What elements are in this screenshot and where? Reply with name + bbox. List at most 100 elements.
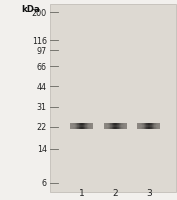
Text: 6: 6 xyxy=(42,179,47,187)
Bar xyxy=(122,124,123,129)
Bar xyxy=(73,124,74,129)
Bar xyxy=(146,124,147,129)
Bar xyxy=(70,124,71,129)
Bar xyxy=(149,124,150,129)
Bar xyxy=(72,124,73,129)
Bar xyxy=(120,124,121,129)
Bar xyxy=(159,124,160,129)
Bar xyxy=(111,124,112,129)
Bar xyxy=(116,124,117,129)
Bar xyxy=(110,124,111,129)
Bar xyxy=(123,124,124,129)
Bar xyxy=(157,124,158,129)
Text: 1: 1 xyxy=(79,188,84,197)
Text: 14: 14 xyxy=(37,145,47,153)
Bar xyxy=(113,124,114,129)
Bar xyxy=(92,124,93,129)
Bar xyxy=(140,124,141,129)
Bar xyxy=(147,124,148,129)
Bar xyxy=(121,124,122,129)
Bar xyxy=(112,124,113,129)
Bar xyxy=(154,124,155,129)
Bar xyxy=(139,124,140,129)
Bar xyxy=(91,124,92,129)
Bar xyxy=(77,124,78,129)
Bar xyxy=(108,124,109,129)
Bar xyxy=(118,124,119,129)
Bar xyxy=(121,124,122,129)
Bar xyxy=(50,5,176,192)
Bar xyxy=(105,124,106,129)
Bar xyxy=(84,124,85,129)
Bar xyxy=(157,124,158,129)
Bar xyxy=(139,124,140,129)
Bar xyxy=(126,124,127,129)
Bar xyxy=(106,124,107,129)
Bar xyxy=(79,124,80,129)
Bar xyxy=(117,124,118,129)
Bar xyxy=(114,124,115,129)
Bar xyxy=(119,124,120,129)
Bar xyxy=(81,124,82,129)
Bar xyxy=(85,124,86,129)
Bar xyxy=(75,124,76,129)
Bar xyxy=(73,124,74,129)
Text: kDa: kDa xyxy=(21,5,40,14)
Bar xyxy=(151,124,152,129)
Bar xyxy=(143,124,144,129)
Bar xyxy=(82,124,83,129)
Bar xyxy=(153,124,154,129)
Bar xyxy=(76,124,77,129)
Bar xyxy=(138,124,139,129)
Bar xyxy=(150,124,151,129)
Text: 2: 2 xyxy=(112,188,118,197)
Text: 97: 97 xyxy=(37,47,47,55)
Bar xyxy=(145,124,146,129)
Bar xyxy=(92,124,93,129)
Bar xyxy=(158,124,159,129)
Text: 22: 22 xyxy=(37,123,47,131)
Bar xyxy=(89,124,90,129)
Bar xyxy=(147,124,148,129)
Bar xyxy=(70,124,71,129)
Bar xyxy=(125,124,126,129)
Bar xyxy=(88,124,89,129)
Bar xyxy=(150,124,151,129)
Bar xyxy=(86,124,87,129)
Text: 44: 44 xyxy=(37,83,47,91)
Bar xyxy=(156,124,157,129)
Bar xyxy=(152,124,153,129)
Bar xyxy=(104,124,105,129)
Bar xyxy=(110,124,111,129)
Bar xyxy=(80,124,81,129)
Bar xyxy=(85,124,86,129)
Bar xyxy=(144,124,145,129)
Bar xyxy=(146,124,147,129)
Bar xyxy=(115,124,116,129)
Bar xyxy=(74,124,75,129)
Bar xyxy=(124,124,125,129)
Bar xyxy=(87,124,88,129)
Bar xyxy=(83,124,84,129)
Bar xyxy=(137,124,138,129)
Bar xyxy=(154,124,155,129)
Bar xyxy=(77,124,78,129)
Bar xyxy=(81,124,82,129)
Bar xyxy=(142,124,143,129)
Bar xyxy=(107,124,108,129)
Bar xyxy=(90,124,91,129)
Bar xyxy=(106,124,107,129)
Bar xyxy=(155,124,156,129)
Text: 116: 116 xyxy=(32,37,47,45)
Bar xyxy=(122,124,123,129)
Bar xyxy=(148,124,149,129)
Bar xyxy=(141,124,142,129)
Bar xyxy=(158,124,159,129)
Bar xyxy=(78,124,79,129)
Text: 3: 3 xyxy=(146,188,152,197)
Text: 200: 200 xyxy=(32,9,47,17)
Text: 31: 31 xyxy=(37,103,47,111)
Bar xyxy=(109,124,110,129)
Text: 66: 66 xyxy=(37,63,47,71)
Bar xyxy=(117,124,118,129)
